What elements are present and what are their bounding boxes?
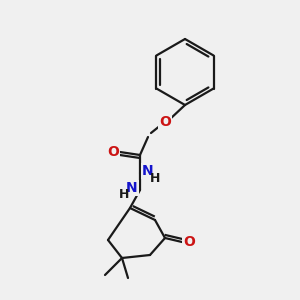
Text: H: H (150, 172, 160, 184)
Text: H: H (119, 188, 129, 200)
Text: N: N (142, 164, 154, 178)
Text: O: O (183, 235, 195, 249)
Text: N: N (126, 181, 138, 195)
Text: O: O (159, 115, 171, 129)
Text: O: O (107, 145, 119, 159)
